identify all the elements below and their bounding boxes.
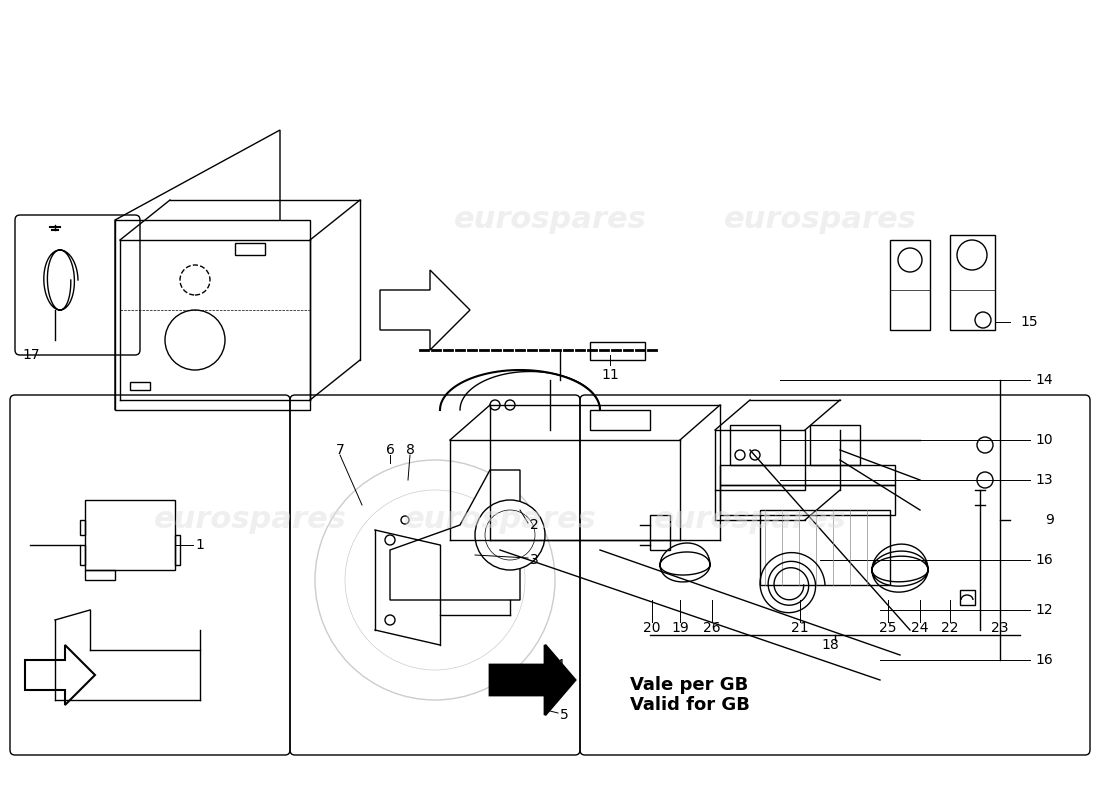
Polygon shape <box>116 220 310 410</box>
Bar <box>80 545 85 565</box>
Text: 21: 21 <box>791 621 808 635</box>
Text: 26: 26 <box>703 621 720 635</box>
Text: 24: 24 <box>911 621 928 635</box>
Bar <box>590 342 645 360</box>
Text: 6: 6 <box>386 443 395 457</box>
Bar <box>80 520 85 535</box>
Bar <box>130 382 150 390</box>
Text: eurospares: eurospares <box>724 206 916 234</box>
Polygon shape <box>25 645 95 705</box>
Text: 3: 3 <box>530 553 539 567</box>
Text: eurospares: eurospares <box>653 506 846 534</box>
Circle shape <box>385 615 395 625</box>
Text: 19: 19 <box>671 621 689 635</box>
Bar <box>960 590 975 605</box>
Polygon shape <box>116 130 280 410</box>
Bar <box>720 485 895 515</box>
Bar <box>715 430 805 490</box>
Text: 17: 17 <box>22 348 40 362</box>
Circle shape <box>180 265 210 295</box>
Bar <box>890 240 930 330</box>
Text: eurospares: eurospares <box>404 506 596 534</box>
Polygon shape <box>390 470 520 600</box>
Bar <box>590 410 650 430</box>
Text: eurospares: eurospares <box>453 206 647 234</box>
Text: 18: 18 <box>821 638 839 652</box>
Text: 22: 22 <box>942 621 959 635</box>
Circle shape <box>165 310 226 370</box>
Text: 4: 4 <box>556 658 563 672</box>
Bar <box>950 235 996 330</box>
Circle shape <box>402 516 409 524</box>
Polygon shape <box>379 270 470 350</box>
Bar <box>720 465 895 485</box>
Text: 16: 16 <box>1035 653 1053 667</box>
Bar <box>730 425 780 465</box>
Text: eurospares: eurospares <box>154 506 346 534</box>
Circle shape <box>475 500 544 570</box>
Text: 8: 8 <box>406 443 415 457</box>
Text: 16: 16 <box>1035 553 1053 567</box>
Circle shape <box>957 240 987 270</box>
Text: Vale per GB
Valid for GB: Vale per GB Valid for GB <box>630 675 750 714</box>
Bar <box>650 515 670 550</box>
Circle shape <box>385 535 395 545</box>
Text: 5: 5 <box>560 708 569 722</box>
Bar <box>810 425 860 465</box>
Circle shape <box>505 400 515 410</box>
Text: 11: 11 <box>601 368 619 382</box>
Bar <box>760 510 890 585</box>
Text: 20: 20 <box>644 621 661 635</box>
Text: 14: 14 <box>1035 373 1053 387</box>
Text: 12: 12 <box>1035 603 1053 617</box>
Circle shape <box>898 248 922 272</box>
Polygon shape <box>490 645 575 715</box>
Bar <box>175 535 180 565</box>
Text: 25: 25 <box>879 621 896 635</box>
Text: 2: 2 <box>530 518 539 532</box>
Circle shape <box>490 400 500 410</box>
Text: 9: 9 <box>1045 513 1054 527</box>
Text: 7: 7 <box>336 443 344 457</box>
Circle shape <box>750 450 760 460</box>
Circle shape <box>735 450 745 460</box>
Bar <box>85 500 175 570</box>
Text: 23: 23 <box>991 621 1009 635</box>
Text: 10: 10 <box>1035 433 1053 447</box>
Text: 13: 13 <box>1035 473 1053 487</box>
Text: 1: 1 <box>195 538 204 552</box>
Text: 15: 15 <box>1020 315 1037 329</box>
Bar <box>85 570 116 580</box>
Bar <box>235 243 265 255</box>
